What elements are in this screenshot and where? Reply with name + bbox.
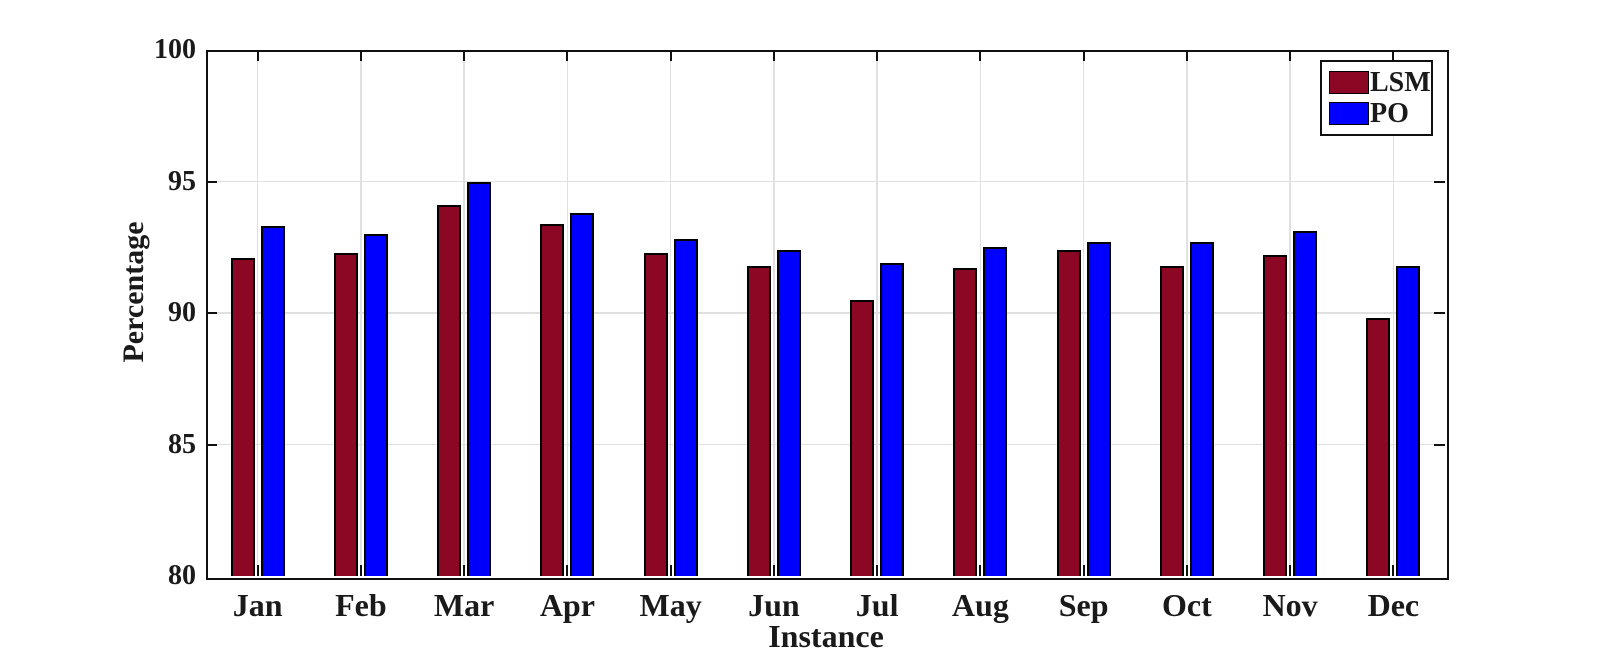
x-tick-top <box>1289 50 1292 61</box>
x-tick-bottom <box>979 565 982 576</box>
bar-lsm-may <box>643 252 668 576</box>
x-tick-top <box>256 50 259 61</box>
legend-entry-po: PO <box>1329 98 1426 129</box>
grid-line-horizontal <box>206 312 1445 314</box>
bar-po-jan <box>260 226 285 576</box>
grid-line-vertical <box>360 50 362 576</box>
x-tick-label-apr: Apr <box>539 587 595 623</box>
grid-line-vertical <box>773 50 775 576</box>
grid-line-vertical <box>1392 50 1395 576</box>
grid-line-vertical <box>1186 50 1188 576</box>
x-tick-label-jun: Jun <box>748 587 800 623</box>
x-tick-label-nov: Nov <box>1262 587 1318 623</box>
grid-line-horizontal <box>206 180 1445 183</box>
bar-lsm-aug <box>953 268 978 576</box>
bar-lsm-feb <box>333 252 358 576</box>
x-tick-top <box>463 50 466 61</box>
bar-po-sep <box>1086 242 1111 576</box>
bar-lsm-jul <box>850 299 875 576</box>
bar-po-dec <box>1396 265 1421 576</box>
bar-po-feb <box>363 234 388 576</box>
grid-line-vertical <box>876 50 878 576</box>
x-tick-label-may: May <box>639 587 702 623</box>
y-tick-left <box>206 180 217 183</box>
legend-swatch-po <box>1329 102 1369 125</box>
bar-lsm-sep <box>1056 249 1081 576</box>
bar-lsm-apr <box>540 223 565 576</box>
grid-line-vertical <box>1289 50 1291 576</box>
x-tick-label-sep: Sep <box>1058 587 1109 623</box>
y-tick-label-80: 80 <box>168 560 196 591</box>
x-tick-label-feb: Feb <box>335 587 387 623</box>
bar-lsm-nov <box>1263 255 1288 576</box>
x-tick-top <box>876 50 879 61</box>
y-tick-label-100: 100 <box>154 34 196 65</box>
x-tick-top <box>1082 50 1085 61</box>
grid-line-vertical <box>566 50 569 576</box>
x-tick-bottom <box>1289 565 1292 576</box>
y-axis-title: Percentage <box>117 221 150 363</box>
x-tick-top <box>1185 50 1188 61</box>
y-tick-left <box>206 312 217 314</box>
bar-po-apr <box>570 213 595 576</box>
x-tick-bottom <box>256 565 259 576</box>
x-tick-bottom <box>772 565 775 576</box>
x-tick-top <box>772 50 775 61</box>
bar-po-aug <box>983 247 1008 576</box>
x-tick-bottom <box>669 565 672 576</box>
bar-po-jun <box>776 249 801 576</box>
y-tick-right <box>1434 312 1445 314</box>
bar-po-nov <box>1293 231 1318 576</box>
x-tick-bottom <box>359 565 362 576</box>
x-tick-label-aug: Aug <box>951 587 1009 623</box>
grid-line-vertical <box>669 50 672 576</box>
x-tick-bottom <box>1392 565 1395 576</box>
x-tick-bottom <box>1185 565 1188 576</box>
grid-line-horizontal <box>206 443 1445 446</box>
y-tick-right <box>1434 443 1445 446</box>
x-tick-top <box>1392 50 1395 61</box>
x-tick-top <box>979 50 982 61</box>
legend-label-lsm: LSM <box>1370 66 1431 98</box>
legend-label-po: PO <box>1370 97 1409 129</box>
bar-lsm-mar <box>437 205 462 576</box>
x-tick-label-oct: Oct <box>1162 587 1212 623</box>
grid-line-vertical <box>979 50 982 576</box>
bar-lsm-dec <box>1366 318 1391 576</box>
x-tick-bottom <box>876 565 879 576</box>
x-tick-bottom <box>463 565 466 576</box>
legend-entry-lsm: LSM <box>1329 67 1431 98</box>
y-tick-left <box>206 443 217 446</box>
x-tick-top <box>359 50 362 61</box>
x-tick-bottom <box>1082 565 1085 576</box>
bar-lsm-oct <box>1159 265 1184 576</box>
y-tick-label-90: 90 <box>168 297 196 328</box>
grid-line-vertical <box>1082 50 1085 576</box>
x-tick-top <box>566 50 569 61</box>
bar-po-oct <box>1189 242 1214 576</box>
plot-area <box>206 50 1445 576</box>
x-tick-bottom <box>566 565 569 576</box>
y-tick-label-85: 85 <box>168 428 196 460</box>
grid-line-vertical <box>256 50 259 576</box>
bar-po-mar <box>467 181 492 576</box>
bar-lsm-jun <box>746 265 771 576</box>
bar-po-may <box>673 239 698 576</box>
y-tick-label-95: 95 <box>168 165 196 197</box>
x-tick-label-dec: Dec <box>1367 587 1420 623</box>
bar-po-jul <box>880 263 905 576</box>
x-axis-title: Instance <box>768 618 884 654</box>
x-tick-top <box>669 50 672 61</box>
legend-swatch-lsm <box>1329 71 1369 94</box>
x-tick-label-jul: Jul <box>855 587 899 623</box>
legend: LSM PO <box>1320 60 1433 136</box>
x-tick-label-mar: Mar <box>433 587 495 623</box>
x-tick-label-jan: Jan <box>232 587 283 623</box>
y-tick-right <box>1434 180 1445 183</box>
grid-line-vertical <box>463 50 465 576</box>
bar-lsm-jan <box>230 257 255 576</box>
